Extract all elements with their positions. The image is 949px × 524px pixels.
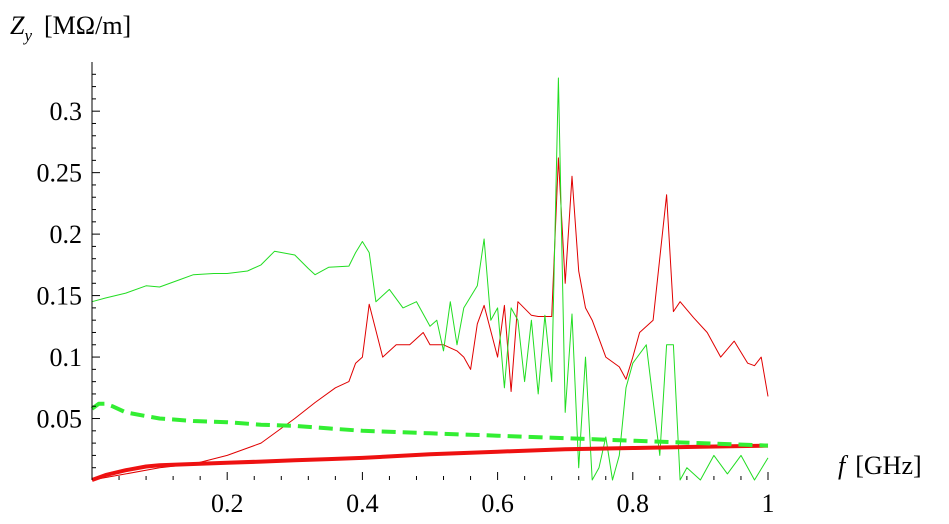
x-axis-unit: [GHz]: [855, 451, 921, 480]
y-axis-label: Zy [MΩ/m]: [10, 11, 131, 45]
x-tick-label: 0.2: [211, 489, 244, 518]
x-axis-symbol: f: [838, 451, 849, 480]
x-tick-label: 0.6: [481, 489, 514, 518]
series-line-2: [91, 77, 769, 481]
x-tick-label: 0.4: [346, 489, 379, 518]
series-line-4: [90, 401, 769, 448]
y-minor-ticks: [92, 73, 96, 469]
y-tick-label: 0.05: [37, 405, 83, 434]
y-tick-label: 0.1: [50, 343, 83, 372]
y-tick-label: 0.25: [37, 159, 83, 188]
y-axis-subscript: y: [22, 26, 32, 45]
y-tick-label: 0.2: [50, 220, 83, 249]
y-axis-unit: [MΩ/m]: [44, 11, 131, 40]
y-tick-label: 0.3: [50, 97, 83, 126]
y-ticks: 0.05 0.1 0.15 0.2 0.25 0.3: [37, 97, 100, 434]
series-layer: [90, 77, 769, 482]
x-tick-label: 1: [762, 489, 775, 518]
x-axis-label: f [GHz]: [838, 451, 922, 480]
series-line-1: [91, 157, 769, 481]
series-line-3: [91, 443, 769, 482]
x-ticks: 0.2 0.4 0.6 0.8 1: [211, 472, 775, 518]
y-axis-symbol: Z: [10, 11, 25, 40]
x-tick-label: 0.8: [617, 489, 650, 518]
y-tick-label: 0.15: [37, 282, 83, 311]
x-minor-ticks: [118, 476, 742, 480]
